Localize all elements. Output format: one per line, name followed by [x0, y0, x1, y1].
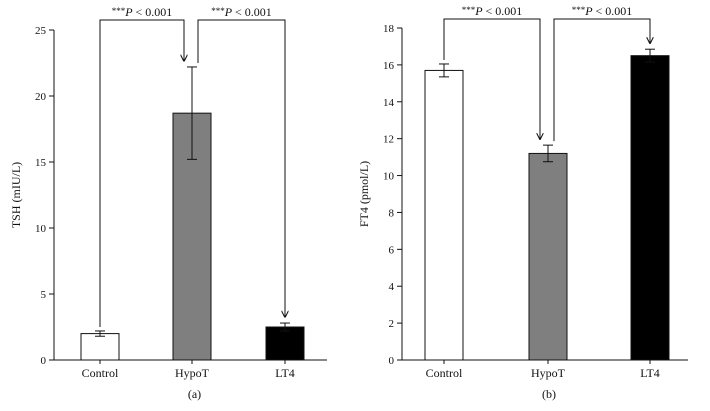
significance-p: P [224, 5, 233, 19]
y-tick-label: 6 [389, 244, 395, 256]
bars-b: Control HypoT LT4 [424, 48, 670, 380]
significance-p: P [124, 5, 133, 19]
x-tick-label: Control [426, 366, 463, 380]
significance-label: ***P < 0.001 [572, 4, 633, 18]
significance-stars: *** [462, 5, 476, 15]
y-tick-label: 10 [383, 171, 395, 183]
bar-control [80, 333, 120, 361]
x-tick-label: LT4 [640, 366, 660, 380]
significance-a: ***P < 0.001 ***P < 0.001 [99, 5, 285, 327]
y-tick-label: 15 [35, 157, 47, 169]
y-tick-label: 5 [41, 289, 47, 301]
x-tick-label: LT4 [275, 366, 295, 380]
significance-label: ***P < 0.001 [211, 5, 272, 19]
y-tick-label: 16 [383, 60, 395, 72]
bars-a: Control HypoT LT4 [80, 66, 305, 380]
significance-value: < 0.001 [133, 5, 173, 19]
significance-bracket [553, 18, 650, 142]
y-tick-label: 25 [35, 25, 47, 37]
significance-stars: *** [211, 6, 225, 16]
y-tick-label: 0 [41, 355, 47, 367]
y-axis-ticks-a: 0 5 10 15 20 25 [35, 25, 54, 367]
y-tick-label: 12 [383, 134, 394, 146]
y-tick-label: 8 [389, 207, 395, 219]
significance-bracket [99, 19, 184, 327]
significance-stars: *** [572, 5, 586, 15]
significance-value: < 0.001 [232, 5, 272, 19]
bar-hypot [528, 152, 568, 361]
significance-p: P [584, 4, 593, 18]
significance-b: ***P < 0.001 ***P < 0.001 [443, 4, 650, 142]
panel-label-b: (b) [542, 387, 556, 401]
significance-value: < 0.001 [483, 4, 523, 18]
significance-value: < 0.001 [593, 4, 633, 18]
bar-control [424, 69, 464, 361]
y-axis-label-a: TSH (mIU/L) [9, 162, 23, 228]
x-tick-label: HypoT [175, 366, 210, 380]
x-tick-label: HypoT [531, 366, 566, 380]
y-tick-label: 18 [383, 23, 395, 35]
y-axis-label-b: FT4 (pmol/L) [357, 161, 371, 227]
bar-lt4 [265, 326, 305, 361]
panel-label-a: (a) [188, 387, 201, 401]
y-tick-label: 10 [35, 223, 47, 235]
y-tick-label: 0 [389, 355, 395, 367]
significance-p: P [474, 4, 483, 18]
significance-label: ***P < 0.001 [462, 4, 523, 18]
y-tick-label: 4 [389, 281, 395, 293]
significance-label: ***P < 0.001 [112, 5, 173, 19]
significance-bracket [197, 19, 285, 317]
significance-stars: *** [112, 6, 126, 16]
bar-lt4 [630, 55, 670, 361]
x-tick-label: Control [82, 366, 119, 380]
significance-bracket [443, 18, 540, 139]
y-tick-label: 2 [389, 318, 395, 330]
y-tick-label: 14 [383, 97, 395, 109]
y-tick-label: 20 [35, 91, 47, 103]
y-axis-ticks-b: 0 2 4 6 8 10 12 14 16 18 [383, 23, 402, 367]
